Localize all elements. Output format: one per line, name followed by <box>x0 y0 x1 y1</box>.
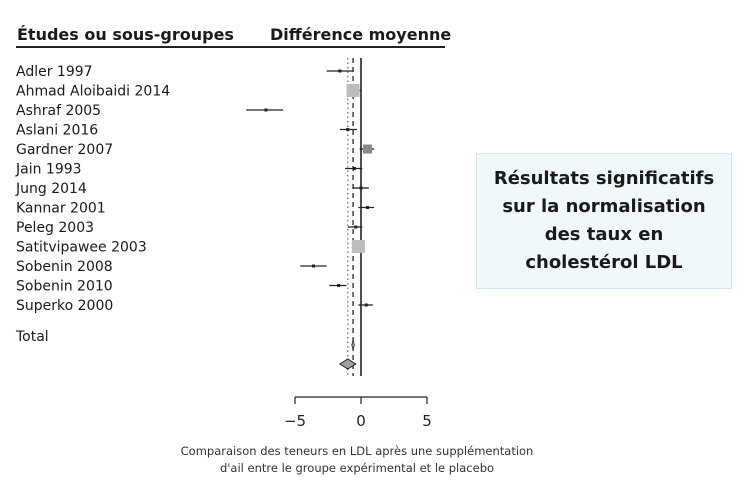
x-axis-tick-label: 0 <box>356 412 366 430</box>
study-label: Ashraf 2005 <box>16 103 101 119</box>
study-label: Gardner 2007 <box>16 142 113 158</box>
study-label: Superko 2000 <box>16 298 113 314</box>
study-estimate-box <box>359 186 363 190</box>
study-label: Kannar 2001 <box>16 201 106 217</box>
x-axis-tick-label: −5 <box>284 412 306 430</box>
study-label: Aslani 2016 <box>16 123 98 139</box>
callout-text: Résultats significatifs sur la normalisa… <box>493 168 715 273</box>
x-axis-tick-label: 5 <box>422 412 432 430</box>
study-label: Adler 1997 <box>16 64 93 80</box>
study-label: Sobenin 2008 <box>16 259 113 275</box>
study-label: Ahmad Aloibaidi 2014 <box>16 84 170 100</box>
study-estimate-box <box>338 69 342 73</box>
header-rule <box>16 46 445 48</box>
mean-difference-column-header: Différence moyenne <box>270 25 452 44</box>
study-estimate-box <box>363 144 373 154</box>
study-estimate-box <box>311 264 315 268</box>
total-label: Total <box>15 329 49 345</box>
study-estimate-box <box>354 225 358 229</box>
forest-plot: Adler 1997 Ahmad Aloibaidi 2014 Ashraf 200… <box>15 58 432 430</box>
caption-line-1: Comparaison des teneurs en LDL après une… <box>180 444 534 458</box>
study-estimate-box <box>352 167 356 170</box>
study-label: Peleg 2003 <box>16 220 94 236</box>
study-estimate-box <box>364 303 368 307</box>
total-diamond <box>338 358 357 370</box>
study-estimate-box <box>346 128 350 131</box>
studies-column-header: Études ou sous-groupes <box>17 25 234 44</box>
study-label: Satitvipawee 2003 <box>16 240 147 256</box>
significant-results-callout: Résultats significatifs sur la normalisa… <box>476 153 732 289</box>
figure-caption: Comparaison des teneurs en LDL après une… <box>150 443 564 477</box>
study-label: Jain 1993 <box>15 162 82 178</box>
study-estimate-box <box>366 206 370 209</box>
study-estimate-box <box>264 108 268 112</box>
caption-line-2: d'ail entre le groupe expérimental et le… <box>219 461 495 475</box>
study-estimate-box <box>351 240 365 253</box>
study-estimate-box <box>346 84 360 97</box>
study-estimate-box <box>337 284 341 287</box>
subgroup-diamond <box>351 338 355 352</box>
study-label: Jung 2014 <box>15 181 87 197</box>
study-label: Sobenin 2010 <box>16 279 113 295</box>
